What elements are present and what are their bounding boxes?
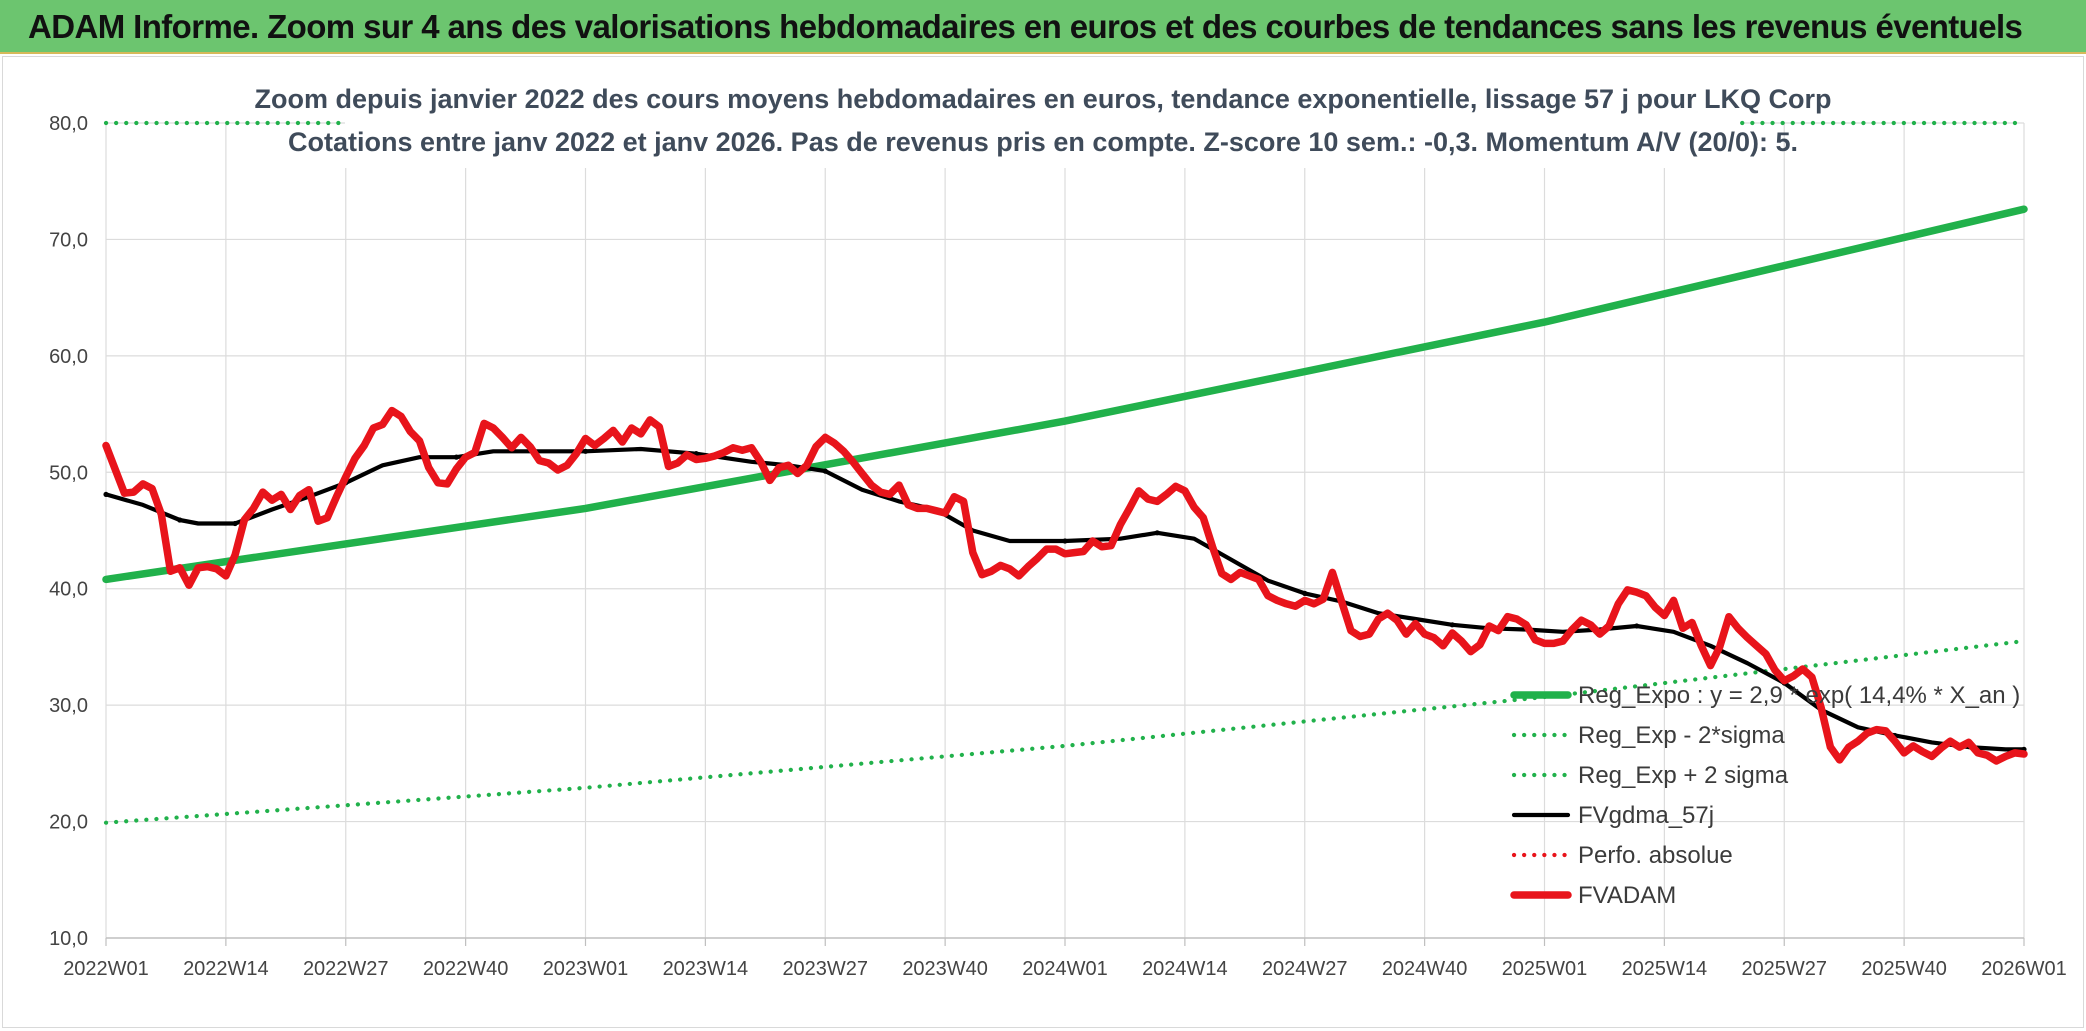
report-title: ADAM Informe. Zoom sur 4 ans des valoris… — [28, 8, 2023, 45]
series-marker — [103, 491, 109, 498]
x-tick-label: 2022W14 — [183, 958, 269, 980]
x-tick-label: 2026W01 — [1981, 958, 2067, 980]
legend-label: FVADAM — [1578, 882, 1676, 909]
series-marker — [453, 454, 460, 460]
series-marker — [822, 468, 828, 474]
series-marker — [1449, 622, 1455, 628]
chart-subtitle: Cotations entre janv 2022 et janv 2026. … — [288, 127, 1798, 157]
y-axis-ticks: 10,0 20,0 30,0 40,0 50,0 60,0 70,0 80,0 — [49, 113, 88, 950]
legend-label: Reg_Expo : y = 2,9 * exp( 14,4% * X_an ) — [1578, 682, 2020, 709]
y-tick-label: 60,0 — [49, 346, 88, 368]
x-tick-label: 2024W14 — [1142, 958, 1228, 980]
series-marker — [582, 448, 589, 454]
series-marker — [1154, 530, 1160, 536]
y-tick-label: 50,0 — [49, 462, 88, 484]
series-line-fvadam — [102, 406, 2028, 765]
x-tick-label: 2022W40 — [423, 958, 509, 980]
y-tick-label: 40,0 — [49, 579, 88, 601]
chart-title: Zoom depuis janvier 2022 des cours moyen… — [255, 84, 1832, 114]
series-marker — [1634, 623, 1640, 629]
x-tick-label: 2022W01 — [63, 958, 149, 980]
series-line-reg-expo — [102, 205, 2028, 584]
y-tick-label: 20,0 — [49, 812, 88, 834]
x-tick-label: 2024W01 — [1022, 958, 1108, 980]
legend-label: Reg_Exp - 2*sigma — [1578, 722, 1785, 749]
x-tick-label: 2023W01 — [543, 958, 629, 980]
x-tick-label: 2024W40 — [1382, 958, 1468, 980]
y-tick-label: 10,0 — [49, 928, 88, 950]
x-tick-label: 2025W01 — [1502, 958, 1588, 980]
legend: Reg_Expo : y = 2,9 * exp( 14,4% * X_an )… — [1510, 682, 2020, 909]
x-axis-ticks: 2022W01 2022W14 2022W27 2022W40 2023W01 2023W… — [63, 938, 2067, 980]
chart-title-background — [345, 78, 1740, 168]
legend-label: FVgdma_57j — [1578, 802, 1714, 829]
horizontal-gridlines — [106, 122, 2024, 823]
legend-label: Perfo. absolue — [1578, 842, 1733, 869]
report-banner: ADAM Informe. Zoom sur 4 ans des valoris… — [0, 0, 2086, 54]
chart-frame — [2, 56, 2084, 1028]
y-tick-label: 30,0 — [49, 695, 88, 717]
vertical-gridlines — [105, 123, 2025, 938]
legend-label: Reg_Exp + 2 sigma — [1578, 762, 1789, 789]
x-tick-label: 2023W40 — [902, 958, 988, 980]
series-marker — [232, 520, 238, 527]
series-marker — [1062, 538, 1068, 544]
x-tick-label: 2024W27 — [1262, 958, 1348, 980]
x-tick-label: 2023W27 — [782, 958, 868, 980]
y-tick-label: 70,0 — [49, 229, 88, 251]
x-tick-label: 2025W40 — [1861, 958, 1947, 980]
x-tick-label: 2025W27 — [1741, 958, 1827, 980]
x-tick-label: 2022W27 — [303, 958, 389, 980]
y-tick-label: 80,0 — [49, 113, 88, 135]
x-tick-label: 2023W14 — [663, 958, 749, 980]
x-tick-label: 2025W14 — [1622, 958, 1708, 980]
series-marker — [177, 517, 183, 523]
series-layer — [102, 120, 2028, 825]
series-marker — [1302, 590, 1308, 596]
series-line-reg-exp — [103, 639, 2027, 825]
series-line-fvgdma-57j — [103, 446, 2027, 752]
